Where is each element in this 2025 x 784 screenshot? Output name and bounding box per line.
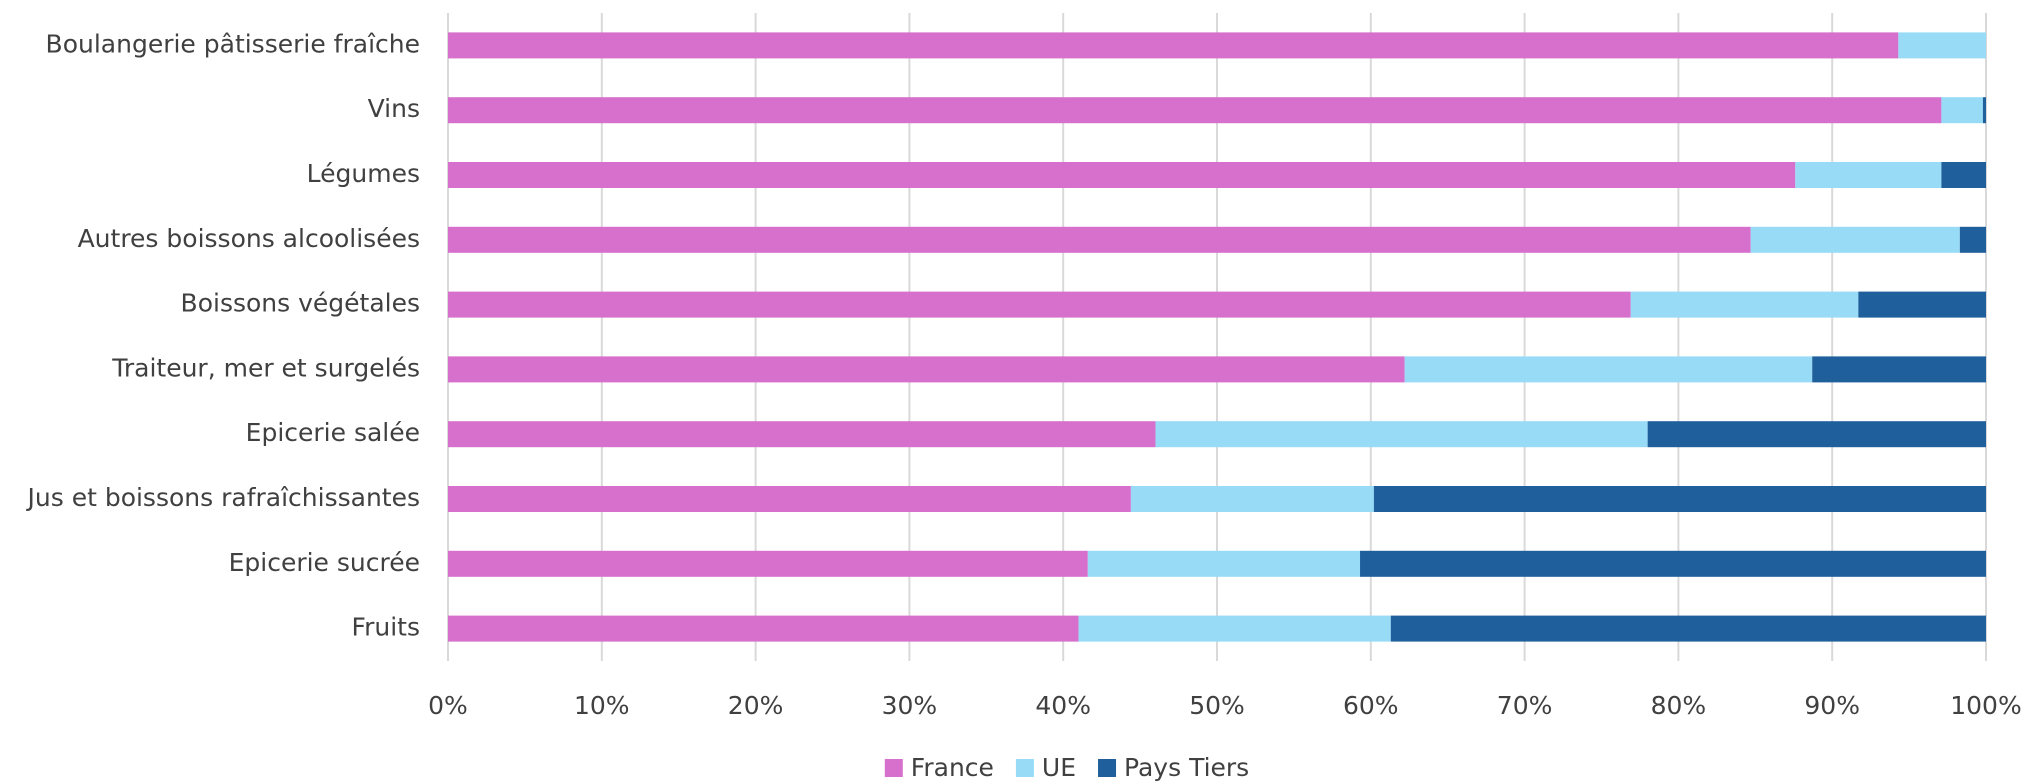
x-tick-label: 60% — [1343, 691, 1399, 720]
legend-label: Pays Tiers — [1124, 753, 1249, 782]
bar-segment — [448, 486, 1131, 512]
bar-segment — [448, 550, 1088, 577]
bar-segment — [448, 97, 1942, 124]
x-tick-label: 40% — [1035, 691, 1091, 720]
bar-segment — [1647, 421, 1986, 448]
bar-segment — [448, 162, 1796, 188]
bar-segment — [1078, 615, 1391, 642]
x-tick-label: 50% — [1189, 691, 1245, 720]
bar-segment — [448, 32, 1899, 59]
x-tick-label: 90% — [1804, 691, 1860, 720]
x-tick-label: 0% — [428, 691, 468, 720]
bar-segment — [448, 291, 1631, 318]
bar-segment — [1130, 486, 1374, 512]
x-tick-label: 70% — [1497, 691, 1553, 720]
legend-label: UE — [1042, 753, 1076, 782]
y-tick-label: Jus et boissons rafraîchissantes — [26, 483, 421, 512]
bar-segment — [1373, 486, 1986, 512]
bar-segment — [1390, 615, 1986, 642]
legend-swatch — [1015, 759, 1034, 777]
bar-segment — [448, 615, 1079, 642]
bar-segment — [1404, 356, 1813, 383]
x-tick-label: 100% — [1950, 691, 2021, 720]
bar-segment — [1982, 97, 1986, 124]
bar-segment — [1360, 550, 1986, 577]
y-tick-label: Autres boissons alcoolisées — [78, 224, 420, 253]
x-tick-label: 10% — [574, 691, 630, 720]
bar-segment — [1155, 421, 1648, 448]
bar-segment — [1630, 291, 1859, 318]
bar-segment — [1941, 162, 1986, 188]
y-tick-label: Epicerie sucrée — [229, 548, 420, 577]
y-tick-label: Traiteur, mer et surgelés — [111, 353, 420, 382]
y-tick-label: Epicerie salée — [246, 418, 420, 447]
y-tick-label: Fruits — [352, 613, 420, 642]
bar-segment — [1795, 162, 1942, 188]
bar-segment — [1750, 226, 1960, 253]
legend-swatch — [1098, 759, 1117, 777]
x-tick-label: 20% — [728, 691, 784, 720]
bar-segment — [1941, 97, 1983, 124]
bar-segment — [1087, 550, 1361, 577]
bar-segment — [1812, 356, 1986, 383]
legend-label: France — [911, 753, 994, 782]
y-tick-label: Boulangerie pâtisserie fraîche — [46, 29, 420, 58]
y-tick-label: Légumes — [307, 159, 420, 188]
bar-segment — [448, 421, 1156, 448]
x-tick-label: 80% — [1651, 691, 1707, 720]
x-tick-label: 30% — [882, 691, 938, 720]
bar-segment — [1898, 32, 1986, 59]
bar-segment — [448, 226, 1751, 253]
y-tick-label: Vins — [368, 94, 420, 123]
y-tick-label: Boissons végétales — [181, 289, 420, 318]
bar-segment — [1959, 226, 1986, 253]
bar-segment — [448, 356, 1405, 383]
legend-swatch — [884, 759, 903, 777]
bar-segment — [1858, 291, 1986, 318]
